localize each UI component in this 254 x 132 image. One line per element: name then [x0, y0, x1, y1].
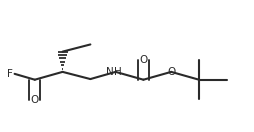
Text: O: O: [139, 55, 148, 65]
Text: O: O: [31, 95, 39, 105]
Text: H: H: [114, 67, 121, 77]
Text: N: N: [106, 67, 114, 77]
Text: F: F: [7, 69, 12, 79]
Text: O: O: [167, 67, 175, 77]
